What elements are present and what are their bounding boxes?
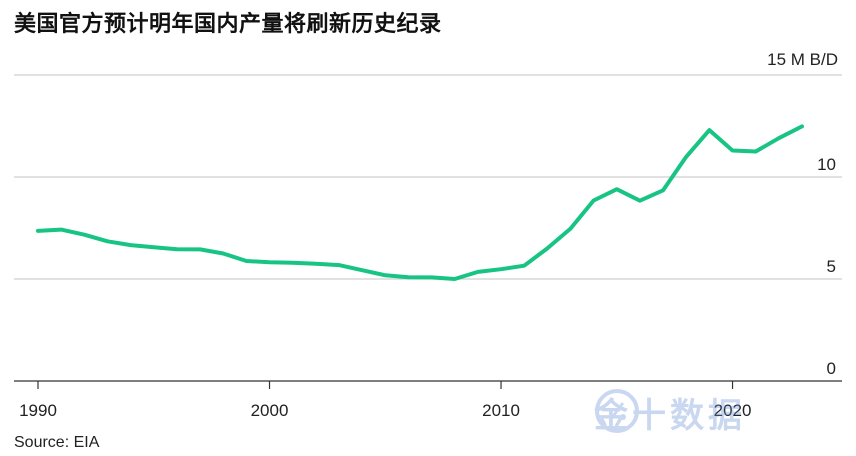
- watermark-text: 金十数据: [594, 396, 746, 436]
- series-layer: [36, 124, 804, 281]
- series-line: [36, 124, 804, 281]
- source-note: Source: EIA: [14, 434, 100, 451]
- x-tick-label: 1990: [19, 401, 57, 420]
- x-tick-label: 2020: [714, 401, 752, 420]
- chart-title: 美国官方预计明年国内产量将刷新历史纪录: [14, 12, 442, 37]
- axis-ticks: [37, 381, 734, 389]
- grid-lines: [14, 74, 842, 382]
- rocket-icon: [595, 389, 639, 433]
- y-tick-label: 10: [817, 155, 836, 174]
- y-unit-label: 15 M B/D: [767, 50, 838, 69]
- watermark-logo: 金十数据: [594, 388, 746, 437]
- x-tick-label: 2010: [482, 401, 520, 420]
- tick-labels: 0 5 10 15 M B/D 1990 2000 2010 2020: [19, 50, 838, 420]
- y-tick-label: 5: [827, 257, 836, 276]
- y-tick-label: 0: [827, 359, 836, 378]
- x-tick-label: 2000: [251, 401, 289, 420]
